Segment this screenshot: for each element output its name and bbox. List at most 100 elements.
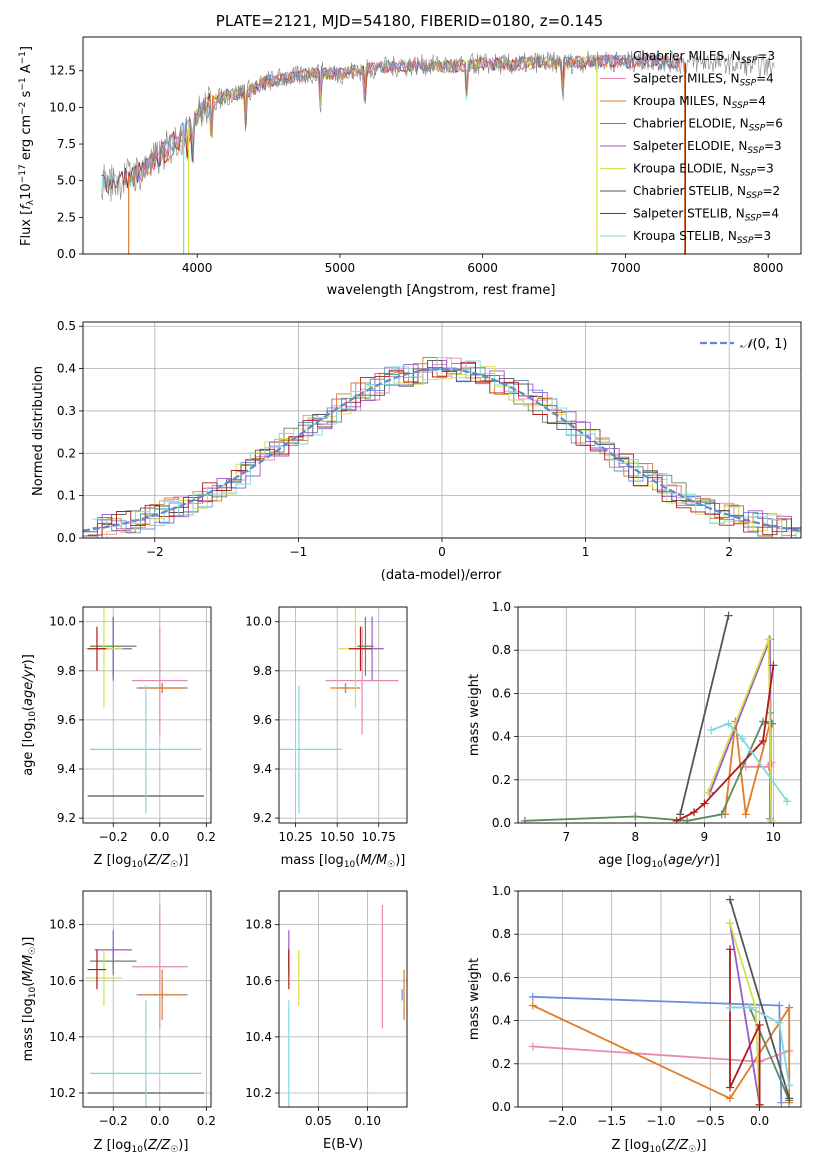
x-axis-label: age [log10(age/yr)] [598,853,720,870]
weight-marker [528,1042,537,1051]
data-line [101,50,775,202]
y-axis-label: mass [log10(M/M☉)] [21,937,38,1062]
weight-line [706,639,773,821]
x-tick-label: 1 [582,545,590,559]
y-tick-label: 0.1 [57,489,76,503]
x-axis-label: (data-model)/error [381,568,502,583]
histogram-axes: −2 −1 0 1 2 0.0 0.1 0.2 0.3 0.4 0.5 𝒩(0, 1) [57,319,802,559]
y-tick-label: 0.4 [492,730,511,744]
plot-area [520,611,792,823]
weight-marker [769,661,778,670]
fit-errorbar [138,683,186,693]
model-line [132,53,682,183]
weight-line [730,1006,791,1086]
fit-errorbar [325,626,399,735]
y-tick-label: 0.2 [492,773,511,787]
weight-marker [631,812,640,821]
fit-errorbar [87,626,107,671]
x-tick-label: 6000 [467,261,498,275]
x-axis-label: wavelength [Angstrom, rest frame] [327,283,556,298]
axes-frame [82,606,212,824]
y-axis-label: mass weight [467,958,482,1040]
histogram-step [92,357,801,538]
weight-line [729,949,761,1105]
y-tick-label: 9.4 [57,762,76,776]
gaussian-curve [83,367,801,532]
fit-errorbar [87,949,107,990]
weight-marker [724,719,733,728]
weight-marker [520,816,529,823]
weight-marker [767,816,776,823]
y-tick-label: 9.6 [253,713,272,727]
weight-marker [726,919,735,928]
histogram-step [83,359,801,533]
axes-frame [517,890,802,1108]
weight-marker [724,611,733,620]
histogram-step [87,361,801,538]
weight-marker [528,1001,537,1010]
weight-marker [738,734,747,743]
y-tick-label: 10.4 [245,1030,272,1044]
y-tick-label: 10.8 [245,918,272,932]
weight-marker [683,816,692,823]
y-tick-label: 9.6 [57,713,76,727]
y-tick-label: 0.0 [492,1100,511,1114]
x-tick-label: −1.0 [646,1114,675,1128]
axes-frame [82,36,802,255]
y-tick-label: 9.4 [253,762,272,776]
x-tick-label: −0.2 [99,830,128,844]
x-tick-label: 10.25 [278,830,312,844]
x-tick-label: −2.0 [548,1114,577,1128]
x-tick-label: −2 [146,545,164,559]
legend-label: Salpeter STELIB, NSSP=4 [633,207,779,224]
x-axis-label: Z [log10(Z/Z☉)] [612,1138,707,1155]
legend-label: Chabrier ELODIE, NSSP=6 [633,117,783,134]
weight-line [679,615,730,815]
plot-area [85,905,205,1107]
y-tick-label: 9.8 [57,664,76,678]
weight-line [709,639,773,821]
y-tick-label: 0.5 [57,319,76,333]
y-tick-label: 10.2 [49,1086,76,1100]
y-tick-label: 0.3 [57,404,76,418]
fit-errorbar [348,626,373,671]
y-tick-label: 0.6 [492,686,511,700]
x-tick-label: −0.5 [696,1114,725,1128]
y-tick-label: 0.8 [492,643,511,657]
weight-marker [726,1083,735,1092]
y-tick-label: 12.5 [49,64,76,78]
weight-marker [764,635,773,644]
weight-line [724,721,771,815]
weight-marker [785,1003,794,1012]
y-tick-label: 9.8 [253,664,272,678]
axes-frame [82,321,802,539]
plot-area [85,607,205,814]
y-tick-label: 10.0 [49,615,76,629]
x-tick-label: 7000 [610,261,641,275]
age-z-axes: −0.2 0.0 0.2 9.2 9.4 9.6 9.8 10.0 [49,606,216,844]
plot-area [288,905,405,1107]
y-tick-label: 10.4 [49,1030,76,1044]
age-mass-axes: 10.25 10.50 10.75 9.2 9.4 9.6 9.8 10.0 [245,606,408,844]
axes-frame [82,890,212,1108]
y-tick-label: 1.0 [492,600,511,614]
y-tick-label: 9.2 [57,811,76,825]
x-tick-label: 2 [725,545,733,559]
histogram-step [87,357,801,538]
figure-title: PLATE=2121, MJD=54180, FIBERID=0180, z=0… [215,12,604,30]
y-tick-label: 5.0 [57,174,76,188]
fit-errorbar [279,685,343,814]
x-tick-label: 10.75 [362,830,396,844]
legend-label: 𝒩(0, 1) [740,337,787,352]
x-tick-label: 0.2 [197,830,216,844]
y-tick-label: 10.6 [245,974,272,988]
weight-marker [676,810,685,819]
weight-marker [717,810,726,819]
weight-marker [726,895,735,904]
weight-z-axes: −2.0 −1.5 −1.0 −0.5 0.0 0.0 0.2 0.4 0.6 0.8 1.0 [492,884,802,1128]
x-tick-label: 9 [701,830,709,844]
x-tick-label: 0 [438,545,446,559]
y-tick-label: 10.8 [49,918,76,932]
legend-label: Salpeter MILES, NSSP=4 [633,72,774,89]
y-tick-label: 10.0 [245,615,272,629]
